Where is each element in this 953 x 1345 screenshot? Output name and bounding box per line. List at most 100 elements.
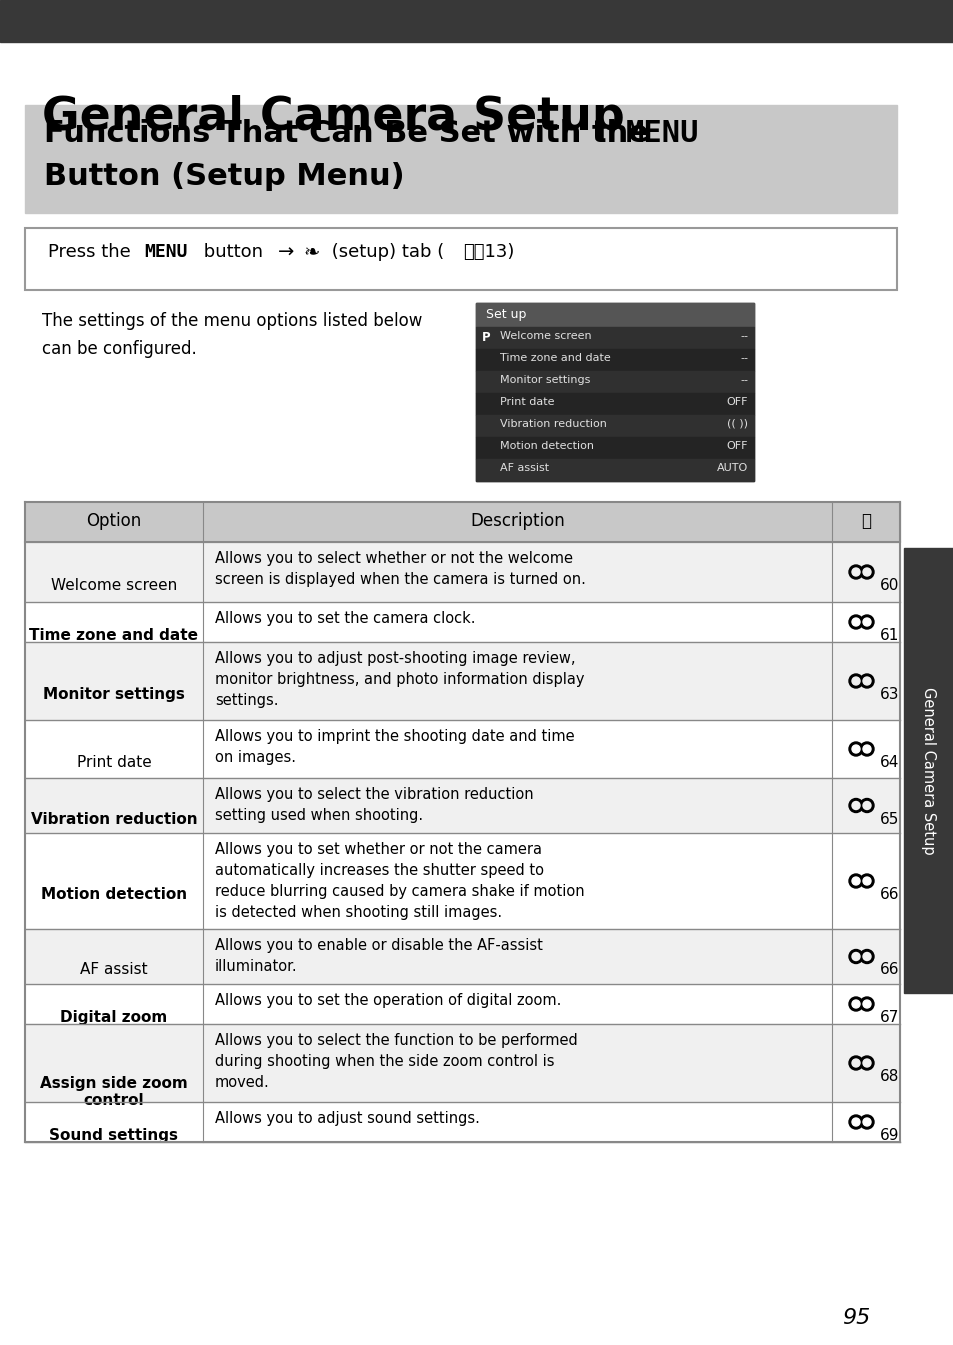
Circle shape — [862, 568, 870, 576]
Text: Allows you to select the vibration reduction
setting used when shooting.: Allows you to select the vibration reduc… — [214, 787, 533, 823]
Text: Assign side zoom
control: Assign side zoom control — [40, 1076, 188, 1108]
Text: Allows you to imprint the shooting date and time
on images.: Allows you to imprint the shooting date … — [214, 729, 574, 765]
Text: OFF: OFF — [726, 441, 747, 451]
Bar — [476, 327, 753, 348]
Circle shape — [848, 565, 862, 578]
Text: Allows you to adjust sound settings.: Allows you to adjust sound settings. — [214, 1111, 479, 1126]
Bar — [25, 603, 899, 642]
Text: 65: 65 — [879, 811, 899, 826]
Text: Option: Option — [87, 512, 141, 530]
Text: AUTO: AUTO — [716, 463, 747, 473]
Text: 64: 64 — [879, 755, 899, 769]
Text: Allows you to set the camera clock.: Allows you to set the camera clock. — [214, 611, 475, 625]
Text: ❧: ❧ — [303, 243, 319, 262]
Text: Sound settings: Sound settings — [50, 1128, 178, 1143]
Circle shape — [848, 742, 862, 756]
Text: Description: Description — [470, 512, 564, 530]
Bar — [25, 542, 899, 603]
Text: 61: 61 — [879, 628, 899, 643]
Bar — [476, 303, 753, 482]
Bar — [25, 833, 899, 929]
Text: Welcome screen: Welcome screen — [499, 331, 591, 342]
Bar — [25, 985, 899, 1024]
Circle shape — [848, 874, 862, 888]
Text: →: → — [277, 243, 294, 262]
Text: The settings of the menu options listed below
can be configured.: The settings of the menu options listed … — [42, 312, 422, 358]
Text: --: -- — [740, 352, 747, 363]
Circle shape — [851, 877, 859, 885]
Circle shape — [862, 617, 870, 625]
Text: Monitor settings: Monitor settings — [499, 375, 590, 385]
Text: 66: 66 — [879, 886, 899, 902]
Text: (( )): (( )) — [726, 420, 747, 429]
Bar — [476, 437, 753, 459]
Bar — [0, 0, 953, 42]
Circle shape — [859, 874, 873, 888]
Bar — [476, 371, 753, 393]
Text: Press the: Press the — [48, 243, 136, 261]
Text: Vibration reduction: Vibration reduction — [499, 420, 606, 429]
Bar — [476, 303, 753, 327]
Circle shape — [862, 1059, 870, 1067]
Circle shape — [859, 1115, 873, 1128]
Text: AF assist: AF assist — [80, 963, 148, 978]
Text: MENU: MENU — [625, 118, 699, 148]
Text: Allows you to enable or disable the AF-assist
illuminator.: Allows you to enable or disable the AF-a… — [214, 937, 542, 974]
Text: Welcome screen: Welcome screen — [51, 578, 177, 593]
Circle shape — [851, 745, 859, 753]
Text: Monitor settings: Monitor settings — [43, 687, 185, 702]
Text: Motion detection: Motion detection — [499, 441, 594, 451]
Circle shape — [851, 617, 859, 625]
Circle shape — [859, 997, 873, 1011]
Text: Print date: Print date — [499, 397, 554, 408]
Text: 📖: 📖 — [861, 512, 870, 530]
Text: 95: 95 — [841, 1307, 869, 1328]
Text: Set up: Set up — [485, 308, 526, 321]
Text: button: button — [198, 243, 269, 261]
Text: Time zone and date: Time zone and date — [30, 628, 198, 643]
Circle shape — [862, 745, 870, 753]
Circle shape — [848, 674, 862, 689]
Text: Allows you to set the operation of digital zoom.: Allows you to set the operation of digit… — [214, 993, 560, 1007]
Text: AF assist: AF assist — [499, 463, 549, 473]
Bar — [903, 547, 953, 993]
Circle shape — [859, 674, 873, 689]
Bar — [476, 459, 753, 482]
Circle shape — [859, 1056, 873, 1071]
Text: OFF: OFF — [726, 397, 747, 408]
Text: General Camera Setup: General Camera Setup — [921, 687, 936, 854]
Bar — [25, 929, 899, 985]
Text: Vibration reduction: Vibration reduction — [30, 811, 197, 826]
Text: Allows you to adjust post-shooting image review,
monitor brightness, and photo i: Allows you to adjust post-shooting image… — [214, 651, 584, 707]
Circle shape — [859, 615, 873, 629]
Text: Allows you to select whether or not the welcome
screen is displayed when the cam: Allows you to select whether or not the … — [214, 551, 585, 586]
Circle shape — [862, 1118, 870, 1126]
Circle shape — [851, 802, 859, 810]
Text: Motion detection: Motion detection — [41, 886, 187, 902]
Circle shape — [859, 799, 873, 812]
Text: Time zone and date: Time zone and date — [499, 352, 610, 363]
Bar — [476, 348, 753, 371]
Circle shape — [851, 568, 859, 576]
Text: P: P — [481, 331, 490, 344]
Text: General Camera Setup: General Camera Setup — [42, 95, 624, 140]
Bar — [476, 393, 753, 416]
Text: 69: 69 — [879, 1128, 899, 1143]
Text: ⧁⧁13): ⧁⧁13) — [462, 243, 514, 261]
Text: (setup) tab (: (setup) tab ( — [326, 243, 444, 261]
Circle shape — [862, 999, 870, 1007]
Circle shape — [851, 999, 859, 1007]
Text: Allows you to set whether or not the camera
automatically increases the shutter : Allows you to set whether or not the cam… — [214, 842, 584, 920]
Circle shape — [848, 1115, 862, 1128]
Circle shape — [862, 952, 870, 960]
Bar — [25, 642, 899, 720]
Circle shape — [848, 997, 862, 1011]
Circle shape — [848, 1056, 862, 1071]
Circle shape — [848, 615, 862, 629]
Text: MENU: MENU — [144, 243, 188, 261]
Text: Functions That Can Be Set with the: Functions That Can Be Set with the — [44, 118, 659, 148]
Bar — [25, 105, 896, 213]
Text: 67: 67 — [879, 1010, 899, 1025]
Bar — [25, 502, 899, 542]
Circle shape — [859, 950, 873, 963]
